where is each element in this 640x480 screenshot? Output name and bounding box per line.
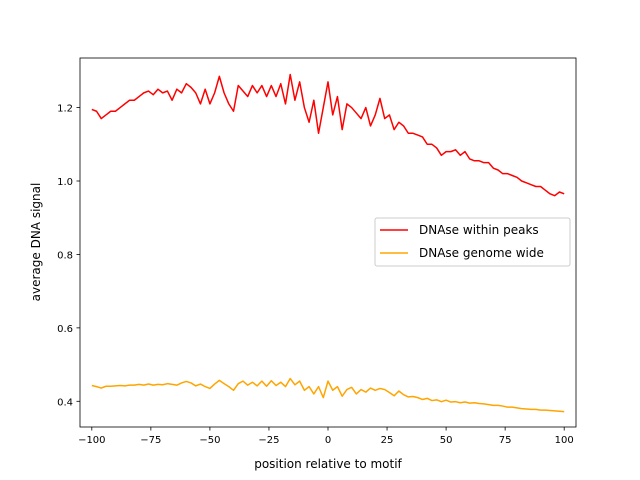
x-tick-label: 50 (440, 435, 453, 446)
x-tick-label: 0 (325, 435, 331, 446)
x-tick-label: 75 (499, 435, 512, 446)
y-tick-label: 0.4 (57, 397, 73, 408)
x-tick-label: −100 (78, 435, 105, 446)
y-tick-label: 0.6 (57, 324, 73, 335)
series-line-0 (91, 73, 565, 197)
series-line-1 (91, 377, 565, 413)
x-tick-label: 100 (555, 435, 574, 446)
x-tick-label: 25 (381, 435, 394, 446)
y-tick-label: 0.8 (57, 250, 73, 261)
legend: DNAse within peaks DNAse genome wide (374, 217, 571, 267)
y-axis-ticks: 0.4 0.6 0.8 1.0 1.2 (57, 104, 80, 408)
legend-box (374, 217, 571, 267)
y-axis-label: average DNA signal (29, 183, 43, 302)
x-tick-label: −50 (199, 435, 220, 446)
x-axis-ticks: −100 −75 −50 −25 0 25 50 75 100 (78, 427, 574, 446)
legend-label-within-peaks: DNAse within peaks (419, 223, 539, 237)
x-axis-label: position relative to motif (254, 457, 402, 471)
x-tick-label: −75 (140, 435, 161, 446)
y-tick-label: 1.0 (57, 177, 73, 188)
y-tick-label: 1.2 (57, 104, 73, 115)
legend-label-genome-wide: DNAse genome wide (419, 246, 544, 260)
x-tick-label: −25 (258, 435, 279, 446)
plot-area (91, 73, 565, 413)
